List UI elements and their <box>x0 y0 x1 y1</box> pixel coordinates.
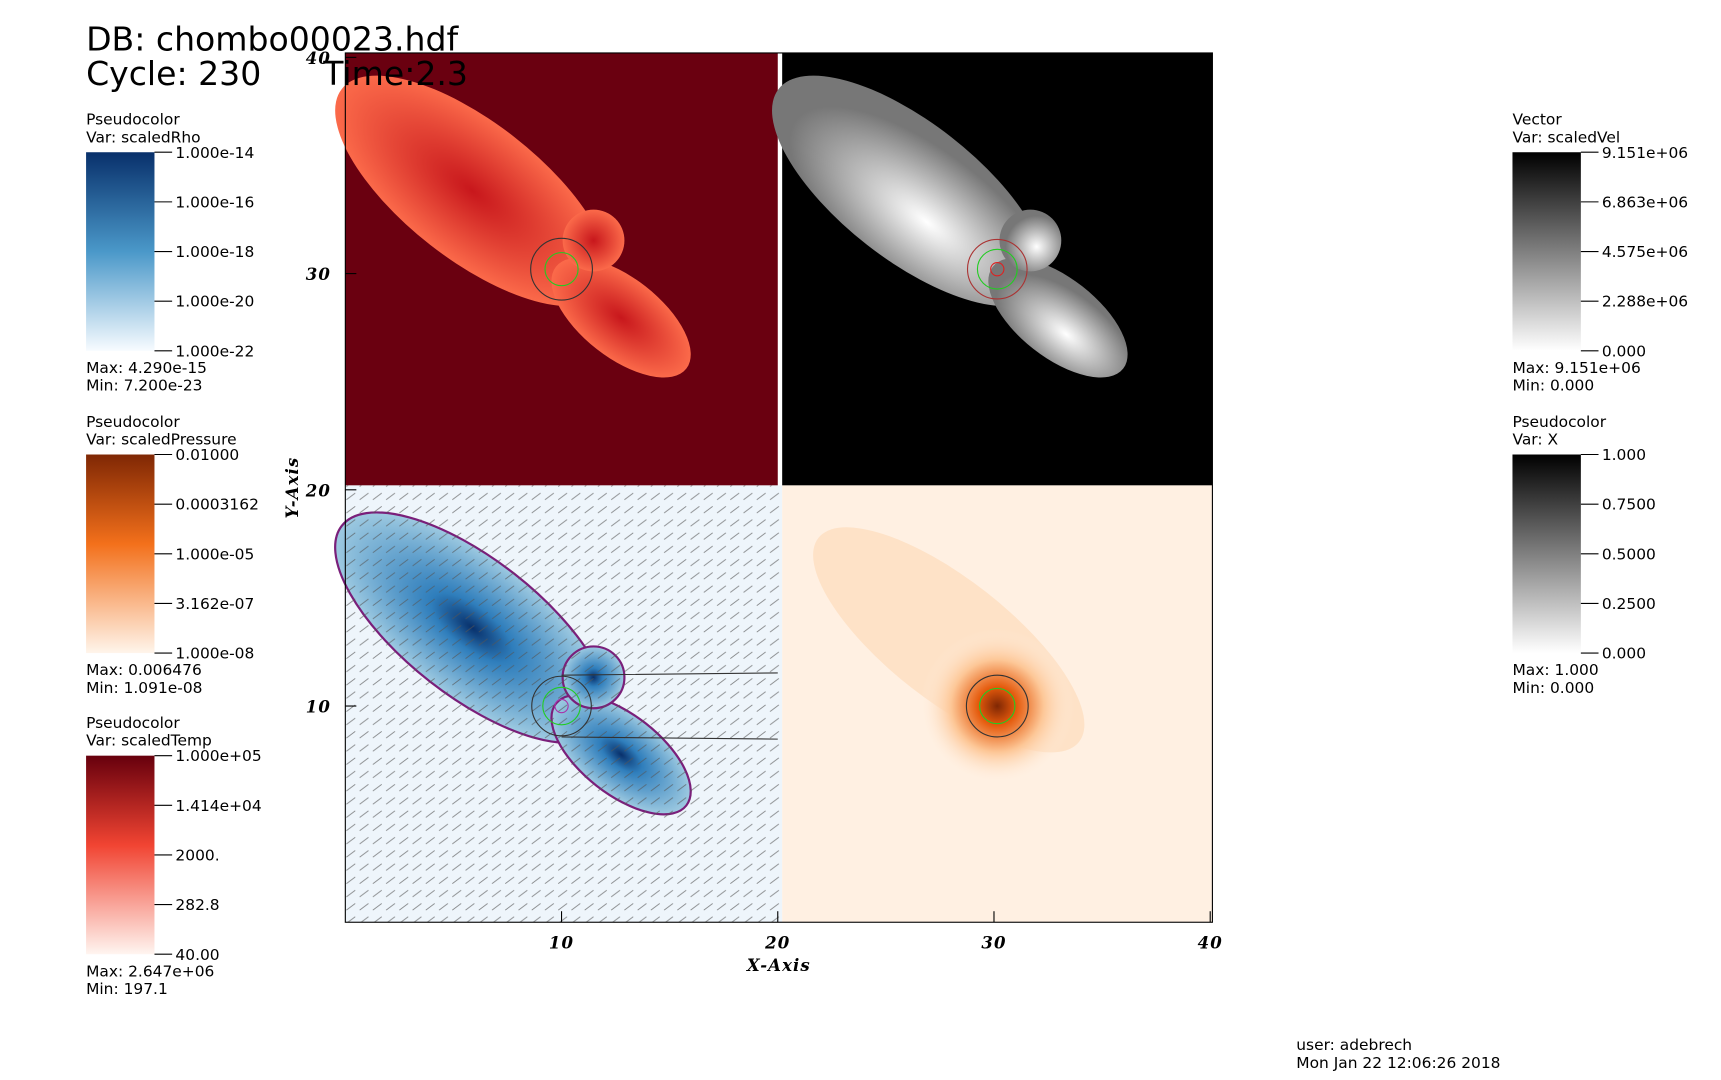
vector-field <box>345 485 783 923</box>
color-bar <box>86 454 155 654</box>
legend-min: Min: 0.000 <box>1512 679 1594 697</box>
x-axis-label: X-Axis <box>746 955 811 975</box>
color-bar <box>1512 152 1581 351</box>
legend-min: Min: 0.000 <box>1512 377 1594 395</box>
legend-tick-label: 1.000e+05 <box>175 747 261 765</box>
legend-var: Var: X <box>1512 431 1558 449</box>
legend-var: Var: scaledRho <box>86 128 201 146</box>
footer-user: user: adebrech <box>1296 1036 1412 1054</box>
legend-title: Vector <box>1512 111 1562 129</box>
legend-tick-label: 0.7500 <box>1602 496 1656 514</box>
legend-title: Pseudocolor <box>1512 413 1606 431</box>
y-tick-label: 10 <box>306 697 331 717</box>
legend-tick-label: 2000. <box>175 846 219 864</box>
y-tick-label: 40 <box>306 48 331 68</box>
legend-tick-label: 0.0003162 <box>175 496 258 514</box>
footer-date: Mon Jan 22 12:06:26 2018 <box>1296 1054 1500 1072</box>
legend-max: Max: 0.006476 <box>86 661 202 679</box>
legend-tick-label: 1.000e-20 <box>175 293 254 311</box>
legend-tick-label: 282.8 <box>175 896 219 914</box>
legend-title: Pseudocolor <box>86 111 180 129</box>
legend-min: Min: 197.1 <box>86 980 168 998</box>
cycle: Cycle: 230 <box>86 54 261 93</box>
legend-max: Max: 9.151e+06 <box>1512 359 1640 377</box>
temp-core <box>920 628 1075 784</box>
x-tick-label: 10 <box>549 933 574 953</box>
legend-title: Pseudocolor <box>86 714 180 732</box>
contours <box>530 237 1029 740</box>
x-tick-label: 20 <box>764 933 790 953</box>
legend-max: Max: 4.290e-15 <box>86 359 207 377</box>
x-tick-label: 30 <box>981 933 1006 953</box>
plot-area <box>298 35 1213 923</box>
legend-var: Var: scaledPressure <box>86 431 237 449</box>
x-tick-label: 40 <box>1198 933 1223 953</box>
legend-tick-label: 1.000e-14 <box>175 144 254 162</box>
color-bar <box>1512 454 1581 654</box>
legend-tick-label: 0.5000 <box>1602 545 1656 563</box>
legend-tick-label: 0.000 <box>1602 342 1646 360</box>
legend-var: Var: scaledVel <box>1512 128 1620 146</box>
legend-min: Min: 7.200e-23 <box>86 377 202 395</box>
legend-tick-label: 0.2500 <box>1602 595 1656 613</box>
legend-max: Max: 2.647e+06 <box>86 962 214 980</box>
legend-tick-label: 9.151e+06 <box>1602 144 1688 162</box>
legend-min: Min: 1.091e-08 <box>86 679 202 697</box>
legend-tick-label: 1.000e-22 <box>175 342 254 360</box>
legend-tick-label: 6.863e+06 <box>1602 193 1688 211</box>
legend-tick-label: 3.162e-07 <box>175 595 254 613</box>
legend-tick-label: 0.000 <box>1602 645 1646 663</box>
time: Time:2.3 <box>322 54 468 93</box>
y-tick-label: 20 <box>305 480 331 500</box>
plot-frame <box>344 52 1213 923</box>
legend-var: Var: scaledTemp <box>86 732 212 750</box>
legend-tick-label: 2.288e+06 <box>1602 293 1688 311</box>
legend-tick-label: 1.414e+04 <box>175 797 261 815</box>
legend-tick-label: 4.575e+06 <box>1602 243 1688 261</box>
legend-max: Max: 1.000 <box>1512 661 1598 679</box>
legend-tick-label: 1.000e-08 <box>175 645 254 663</box>
legend-title: Pseudocolor <box>86 413 180 431</box>
color-bar <box>86 755 155 955</box>
y-tick-label: 30 <box>306 264 331 284</box>
legend-tick-label: 40.00 <box>175 946 219 964</box>
legend-tick-label: 1.000 <box>1602 446 1646 464</box>
legend-tick-label: 1.000e-16 <box>175 193 254 211</box>
color-bar <box>86 152 155 351</box>
db-name: DB: chombo00023.hdf <box>86 20 459 59</box>
legend-tick-label: 1.000e-18 <box>175 243 254 261</box>
legend-tick-label: 0.01000 <box>175 446 239 464</box>
y-axis-label: Y-Axis <box>282 457 302 519</box>
legend-tick-label: 1.000e-05 <box>175 545 254 563</box>
